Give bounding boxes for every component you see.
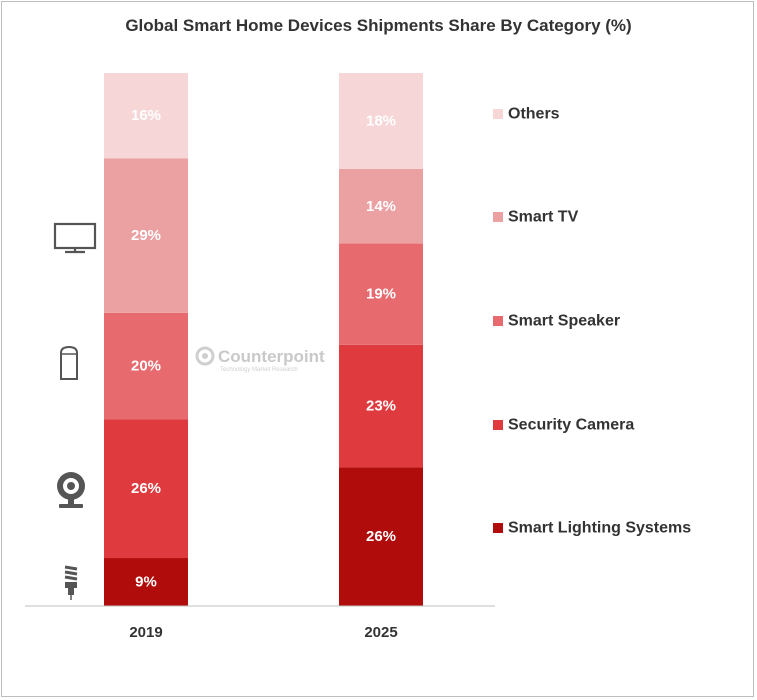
bars-group: 9% 26% 20% 29% 16% 26% 23% 19% 14% 18% [104, 73, 423, 606]
data-label: 18% [366, 112, 396, 129]
legend-label: Smart TV [508, 209, 579, 226]
watermark-tagline: Technology Market Research [220, 367, 298, 373]
data-label: 19% [366, 286, 396, 303]
data-label: 26% [366, 528, 396, 545]
legend-swatch [493, 212, 503, 222]
bar-segment [104, 419, 188, 559]
legend: Others Smart TV Smart Speaker Security Came… [493, 106, 691, 537]
legend-swatch [493, 316, 503, 326]
legend-swatch [493, 109, 503, 119]
data-label: 16% [131, 107, 161, 124]
legend-label: Smart Speaker [508, 313, 620, 330]
bar-segment [104, 73, 188, 159]
bar-segment [104, 312, 188, 420]
light-bulb-icon [64, 565, 78, 600]
legend-label: Others [508, 106, 560, 123]
bar-segment [339, 344, 423, 468]
data-label: 29% [131, 227, 161, 244]
data-label: 26% [131, 480, 161, 497]
legend-swatch [493, 523, 503, 533]
bar-segment [339, 168, 423, 244]
bar-segment [104, 558, 188, 606]
legend-swatch [493, 420, 503, 430]
counterpoint-logo-icon [195, 346, 215, 366]
x-tick-label: 2025 [364, 624, 397, 641]
tv-icon [53, 222, 97, 254]
data-label: 23% [366, 398, 396, 415]
bar-segment [339, 73, 423, 169]
chart-title: Global Smart Home Devices Shipments Shar… [125, 16, 632, 35]
bar-segment [339, 243, 423, 345]
watermark-brand: Counterpoint [218, 347, 325, 366]
smart-speaker-icon [60, 345, 78, 380]
legend-label: Security Camera [508, 417, 634, 434]
data-label: 20% [131, 358, 161, 375]
bar-segment [339, 467, 423, 606]
legend-label: Smart Lighting Systems [508, 520, 691, 537]
security-camera-icon [57, 472, 85, 508]
x-tick-label: 2019 [129, 624, 162, 641]
bar-segment [104, 158, 188, 313]
counterpoint-watermark: Counterpoint Technology Market Research [195, 346, 325, 373]
category-labels: 2019 2025 [129, 624, 397, 641]
data-label: 9% [135, 574, 157, 591]
data-label: 14% [366, 198, 396, 215]
